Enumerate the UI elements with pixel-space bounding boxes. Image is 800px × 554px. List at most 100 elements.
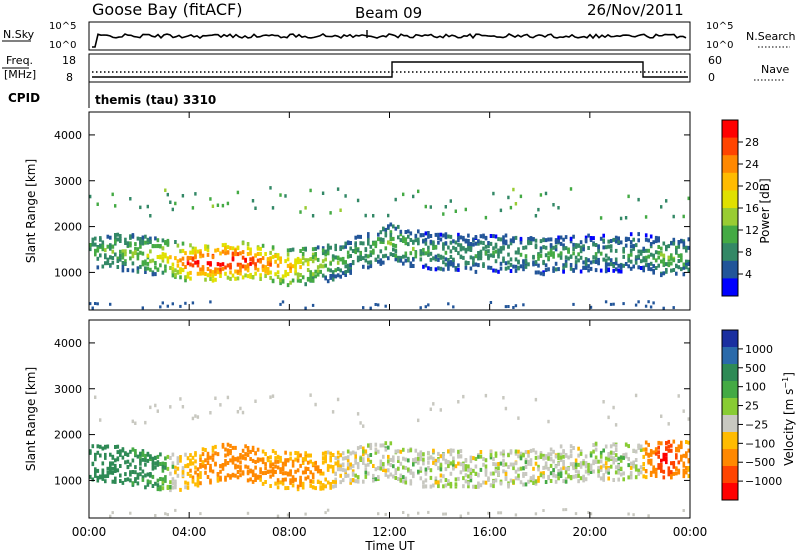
colorbar-tick-label: 16 — [745, 202, 759, 215]
data-cell — [236, 456, 240, 461]
data-cell — [467, 239, 470, 243]
data-cell — [224, 242, 227, 247]
data-cell — [542, 509, 545, 512]
data-cell — [124, 451, 127, 456]
data-cell — [402, 239, 405, 243]
data-cell — [362, 446, 365, 451]
data-cell — [439, 467, 443, 472]
data-cell — [181, 468, 185, 473]
data-cell — [216, 203, 220, 207]
data-cell — [289, 265, 292, 270]
data-cell — [444, 478, 448, 482]
data-cell — [156, 460, 160, 465]
data-cell — [484, 458, 488, 463]
data-cell — [519, 236, 523, 241]
data-cell — [229, 265, 232, 270]
data-cell — [419, 457, 423, 462]
data-cell — [271, 245, 275, 250]
data-cell — [467, 233, 470, 238]
data-cell — [502, 463, 505, 467]
data-cell — [422, 264, 425, 269]
data-cell — [675, 466, 678, 471]
data-cell — [439, 463, 443, 468]
data-cell — [534, 461, 538, 466]
colorbar-tick-label: 4 — [745, 268, 752, 281]
data-cell — [326, 508, 330, 512]
data-cell — [634, 260, 638, 265]
data-cell — [559, 455, 563, 460]
data-cell — [472, 456, 475, 461]
data-cell — [129, 449, 132, 454]
data-cell — [589, 467, 593, 472]
data-cell — [296, 487, 300, 492]
data-cell — [171, 302, 174, 306]
data-cell — [159, 255, 162, 260]
data-cell — [369, 453, 373, 457]
data-cell — [467, 468, 470, 473]
data-cell — [261, 460, 265, 465]
data-cell — [321, 246, 325, 251]
data-cell — [354, 243, 357, 248]
data-cell — [512, 306, 515, 309]
data-cell — [484, 235, 488, 240]
data-cell — [537, 467, 540, 472]
power-scatter — [89, 186, 691, 310]
data-cell — [564, 246, 568, 251]
noise-tick-low-left: 10^0 — [49, 40, 76, 51]
data-cell — [276, 253, 280, 258]
data-cell — [419, 453, 423, 458]
data-cell — [552, 266, 555, 271]
data-cell — [547, 267, 550, 272]
data-cell — [469, 246, 473, 251]
data-cell — [660, 465, 663, 470]
data-cell — [281, 300, 285, 304]
data-cell — [619, 466, 623, 471]
data-cell — [204, 246, 207, 251]
data-cell — [199, 481, 202, 486]
data-cell — [209, 455, 212, 460]
data-cell — [564, 508, 568, 512]
data-cell — [614, 458, 618, 463]
data-cell — [331, 465, 335, 469]
data-cell — [372, 214, 375, 218]
data-cell — [479, 256, 483, 261]
data-cell — [226, 275, 230, 280]
data-cell — [675, 250, 678, 254]
data-cell — [459, 454, 463, 459]
data-cell — [372, 478, 375, 483]
data-cell — [194, 192, 197, 196]
data-cell — [567, 467, 570, 472]
data-cell — [649, 252, 653, 257]
data-cell — [226, 250, 230, 255]
data-cell — [104, 261, 107, 266]
data-cell — [582, 478, 585, 483]
data-cell — [627, 457, 630, 462]
data-cell — [504, 239, 508, 244]
data-cell — [236, 464, 240, 469]
data-cell — [119, 449, 122, 454]
data-cell — [632, 246, 635, 251]
data-cell — [402, 456, 405, 461]
data-cell — [607, 476, 610, 481]
data-cell — [682, 461, 686, 466]
data-cell — [434, 232, 438, 237]
data-cell — [517, 266, 520, 271]
data-cell — [306, 475, 310, 480]
data-cell — [239, 460, 242, 465]
data-cell — [159, 487, 162, 492]
data-cell — [499, 451, 503, 456]
data-cell — [146, 237, 150, 242]
data-cell — [134, 449, 137, 453]
data-cell — [552, 459, 555, 464]
data-cell — [559, 458, 563, 462]
data-cell — [269, 186, 272, 190]
data-cell — [419, 476, 423, 481]
data-cell — [685, 248, 688, 253]
data-cell — [622, 248, 625, 253]
data-cell — [424, 484, 428, 489]
data-cell — [339, 274, 342, 279]
data-cell — [254, 460, 257, 464]
data-cell — [264, 252, 267, 256]
data-cell — [642, 447, 645, 452]
